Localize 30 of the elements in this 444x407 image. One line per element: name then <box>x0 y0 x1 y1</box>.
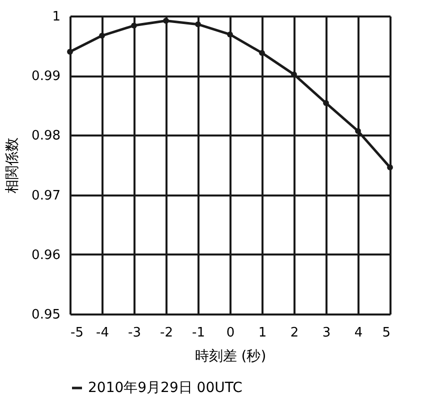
y-tick-label: 0.95 <box>32 308 60 322</box>
y-tick-label: 1 <box>52 10 60 24</box>
x-tick-label: -4 <box>96 326 109 340</box>
point <box>355 128 361 134</box>
point <box>259 50 265 56</box>
point <box>227 32 233 38</box>
y-axis-title: 相関係数 <box>4 138 21 194</box>
x-tick-label: -5 <box>70 326 84 340</box>
x-tick-label: -2 <box>160 326 173 340</box>
y-tick-label: 0.97 <box>32 188 60 204</box>
x-tick-label: 0 <box>226 326 235 340</box>
x-tick-label: 4 <box>354 326 363 340</box>
point <box>67 48 73 55</box>
x-tick-label: 1 <box>258 326 267 340</box>
y-tick-label: 0.96 <box>32 248 60 263</box>
x-tick-label: 2 <box>290 326 299 340</box>
x-tick-label: 5 <box>382 326 390 340</box>
point <box>99 32 105 39</box>
x-axis-title: 時刻差 (秒) <box>194 348 266 364</box>
y-tick-label: 0.98 <box>32 128 60 144</box>
y-tick-label: 0.99 <box>32 69 60 84</box>
point <box>195 21 201 28</box>
legend-label: 2010年9月29日 00UTC <box>88 380 243 396</box>
x-tick-label: -3 <box>128 326 141 340</box>
x-tick-label: 3 <box>322 326 331 340</box>
point <box>131 22 137 28</box>
point <box>387 164 393 170</box>
point <box>163 18 169 24</box>
x-tick-label: -1 <box>192 326 205 340</box>
point <box>323 100 329 106</box>
